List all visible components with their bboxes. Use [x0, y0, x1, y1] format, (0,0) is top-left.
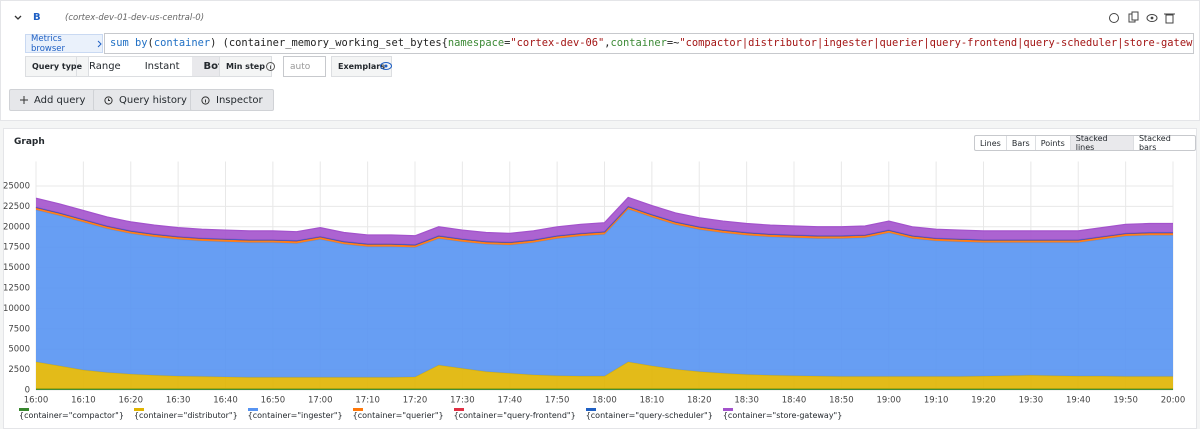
query-token: (: [147, 37, 154, 49]
legend-label: {container="query-frontend"}: [453, 411, 576, 420]
query-field[interactable]: sum by(container) (container_memory_work…: [104, 33, 1194, 54]
history-icon: [104, 95, 113, 105]
option-label: Both: [203, 61, 230, 72]
option-label: Instant: [144, 61, 180, 72]
legend-item[interactable]: {container="store-gateway"}: [722, 408, 843, 420]
legend-label: {container="querier"}: [352, 411, 444, 420]
legend-swatch: [247, 408, 258, 411]
metrics-browser-button[interactable]: Metrics browser: [25, 33, 103, 54]
legend-swatch: [19, 408, 29, 411]
button-label: Add query: [34, 94, 86, 106]
legend-item[interactable]: {container="distributor"}: [133, 408, 238, 420]
option-label: Lines: [980, 138, 1001, 148]
view-mode-selector[interactable]: Lines Bars Points Stacked lines Stacked bars: [974, 134, 1196, 152]
view-mode-option[interactable]: Stacked lines: [1070, 134, 1134, 152]
view-mode-option[interactable]: Bars: [1007, 136, 1036, 150]
legend-item[interactable]: {container="querier"}: [352, 408, 444, 420]
metrics-browser-label: Metrics browser: [31, 33, 66, 54]
legend-item[interactable]: {container="ingester"}: [247, 408, 343, 420]
inspector-button[interactable]: Inspector: [190, 89, 274, 111]
query-type-option[interactable]: Instant: [133, 57, 192, 76]
query-panel: B (cortex-dev-01-dev-us-central-0) Metri…: [0, 0, 1200, 121]
legend-swatch: [352, 408, 363, 411]
query-token: =~: [666, 37, 680, 49]
option-label: Points: [1040, 138, 1065, 148]
option-label: Bars: [1011, 138, 1030, 148]
chevron: [97, 40, 102, 47]
plus-icon: [20, 96, 28, 104]
legend-swatch: [453, 408, 464, 411]
option-label: Range: [89, 61, 121, 72]
query-token: ) (container_memory_working_set_bytes{: [210, 37, 448, 49]
option-label: Stacked lines: [1075, 134, 1108, 152]
query-token: =: [504, 37, 511, 49]
graph-title: Graph: [14, 137, 45, 147]
query-token: sum by: [110, 37, 148, 49]
legend: {container="compactor"} {container="distr…: [19, 408, 842, 420]
button-label: Inspector: [216, 94, 263, 106]
query-type-label: Query type: [25, 56, 90, 77]
query-token: container: [610, 37, 667, 49]
legend-item[interactable]: {container="query-scheduler"}: [585, 408, 713, 420]
ref-id[interactable]: B: [33, 12, 41, 23]
info-icon: [201, 95, 210, 105]
legend-label: {container="store-gateway"}: [722, 411, 843, 420]
legend-swatch: [133, 408, 144, 411]
query-type-selector[interactable]: Range Instant Both: [76, 56, 243, 77]
view-mode-option[interactable]: Points: [1036, 136, 1071, 150]
view-mode-option[interactable]: Stacked bars: [1134, 134, 1195, 152]
graph-panel: Graph Lines Bars Points Stacked lines Stacke…: [3, 128, 1197, 429]
legend-swatch: [722, 408, 733, 411]
row-actions[interactable]: [1106, 11, 1186, 25]
info-icon[interactable]: [265, 61, 276, 72]
legend-label: {container="query-scheduler"}: [585, 411, 713, 420]
query-history-button[interactable]: Query history: [93, 89, 198, 111]
legend-label: {container="compactor"}: [19, 411, 124, 420]
collapse-icon[interactable]: [13, 13, 23, 23]
query-type-option[interactable]: Range: [77, 57, 133, 76]
query-token: ,: [604, 37, 611, 49]
query-token: namespace: [447, 37, 505, 49]
option-label: Stacked bars: [1138, 134, 1171, 152]
view-mode-option[interactable]: Lines: [975, 136, 1007, 150]
legend-item[interactable]: {container="query-frontend"}: [453, 408, 576, 420]
legend-label: {container="distributor"}: [133, 411, 238, 420]
query-token: "compactor|distributor|ingester|querier|…: [679, 37, 1194, 49]
datasource-name: (cortex-dev-01-dev-us-central-0): [65, 13, 205, 23]
min-step-input[interactable]: auto: [283, 56, 326, 77]
legend-swatch: [585, 408, 596, 411]
legend-label: {container="ingester"}: [247, 411, 343, 420]
legend-item[interactable]: {container="compactor"}: [19, 408, 124, 420]
add-query-button[interactable]: Add query: [9, 89, 97, 111]
query-token: "cortex-dev-06": [510, 37, 605, 49]
query-token: container: [153, 37, 211, 49]
min-step-label: Min step: [219, 56, 272, 77]
exemplars-toggle[interactable]: [379, 60, 393, 72]
button-label: Query history: [119, 94, 187, 106]
